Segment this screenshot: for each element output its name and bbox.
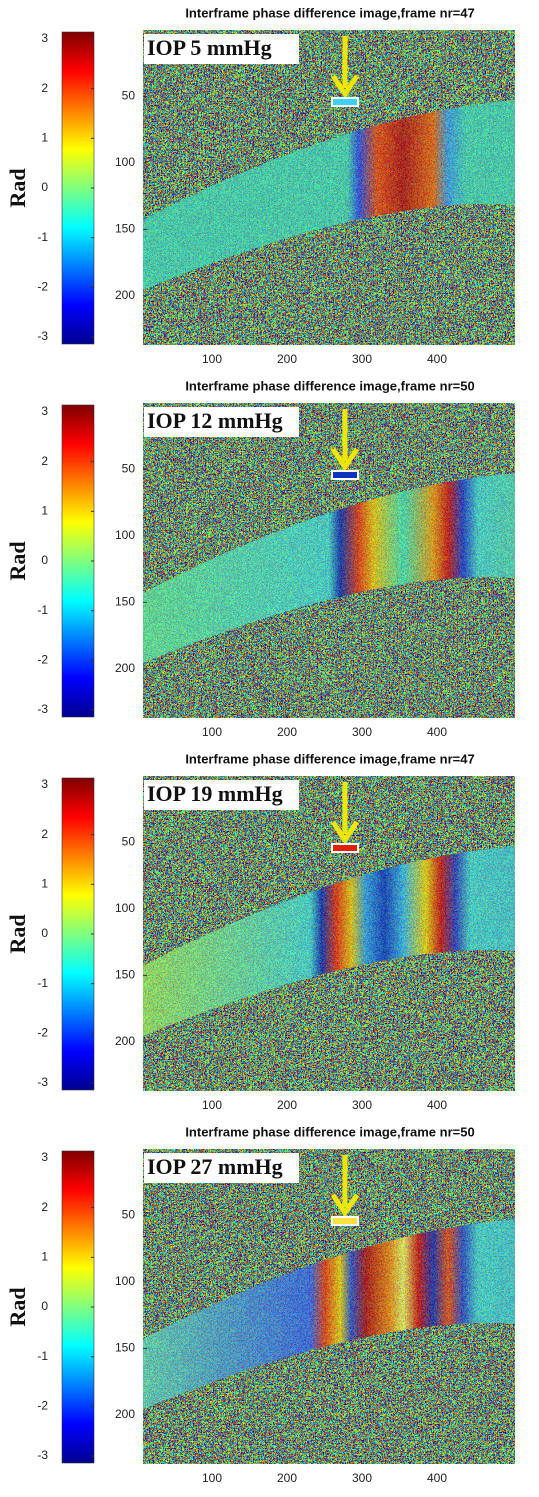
colorbar-tick-label: -2	[37, 1399, 48, 1413]
roi-box	[331, 470, 359, 480]
colorbar-tick-label: 0	[41, 180, 48, 194]
panel-title: Interframe phase difference image,frame …	[185, 1124, 474, 1139]
y-tick-label: 100	[115, 528, 135, 542]
colorbar-tick-label: -3	[37, 702, 48, 716]
colorbar-tick-label: 0	[41, 553, 48, 567]
x-tick-label: 300	[352, 1098, 372, 1112]
colorbar-tick-label: 2	[41, 827, 48, 841]
annotation: IOP 27 mmHg	[147, 1154, 283, 1179]
annotation-box	[144, 34, 299, 64]
arrow-head	[330, 447, 360, 472]
roi-box	[331, 1216, 359, 1226]
panel: 3 2 1 0 -1 -2 -3 Rad 100 200 300 400 50 100 150 200 Inte…	[5, 751, 515, 1112]
colorbar-tick-label: -3	[37, 1448, 48, 1462]
colorbar-label: Rad	[5, 168, 30, 207]
panel-title: Interframe phase difference image,frame …	[185, 378, 474, 393]
x-tick-label: 100	[202, 725, 222, 739]
panel-title: Interframe phase difference image,frame …	[185, 5, 474, 20]
arrow-head	[330, 820, 360, 845]
x-tick-label: 400	[427, 1471, 447, 1485]
colorbar	[61, 777, 95, 1091]
x-tick-label: 200	[277, 1098, 297, 1112]
annotation: IOP 12 mmHg	[147, 408, 283, 433]
y-tick-label: 200	[115, 1407, 135, 1421]
colorbar-tick-label: 0	[41, 926, 48, 940]
colorbar-tick-label: 1	[41, 130, 48, 144]
colorbar-tick-label: -1	[37, 603, 48, 617]
x-tick-label: 100	[202, 1471, 222, 1485]
x-tick-label: 400	[427, 725, 447, 739]
colorbar-label: Rad	[5, 541, 30, 580]
colorbar-tick-label: 2	[41, 1200, 48, 1214]
colorbar-tick-label: 2	[41, 81, 48, 95]
y-tick-label: 200	[115, 288, 135, 302]
colorbar-tick-label: 3	[41, 31, 48, 45]
panel-title: Interframe phase difference image,frame …	[185, 751, 474, 766]
x-tick-label: 300	[352, 1471, 372, 1485]
y-tick-label: 150	[115, 595, 135, 609]
colorbar-label: Rad	[5, 914, 30, 953]
y-tick-label: 50	[122, 1208, 136, 1222]
x-tick-label: 400	[427, 352, 447, 366]
colorbar	[61, 1150, 95, 1464]
y-tick-label: 200	[115, 1034, 135, 1048]
x-tick-label: 200	[277, 352, 297, 366]
colorbar-tick-label: -3	[37, 329, 48, 343]
annotation-box	[144, 407, 299, 437]
y-tick-label: 150	[115, 222, 135, 236]
panel: 3 2 1 0 -1 -2 -3 Rad 100 200 300 400 50 100 150 200 Inte…	[5, 1124, 515, 1485]
annotation: IOP 19 mmHg	[147, 781, 283, 806]
x-tick-label: 200	[277, 725, 297, 739]
y-tick-label: 50	[122, 89, 136, 103]
colorbar-tick-label: -1	[37, 230, 48, 244]
panel: 3 2 1 0 -1 -2 -3 Rad 100 200 300 400 50 100 150 200 Inte…	[5, 5, 515, 366]
y-tick-label: 50	[122, 462, 136, 476]
colorbar	[61, 31, 95, 345]
x-tick-label: 100	[202, 352, 222, 366]
y-tick-label: 100	[115, 155, 135, 169]
x-tick-label: 200	[277, 1471, 297, 1485]
colorbar-tick-label: -3	[37, 1075, 48, 1089]
colorbar-tick-label: -1	[37, 1349, 48, 1363]
x-tick-label: 100	[202, 1098, 222, 1112]
colorbar-tick-label: 3	[41, 1150, 48, 1164]
arrow-head	[330, 74, 360, 99]
colorbar-tick-label: 3	[41, 404, 48, 418]
annotation: IOP 5 mmHg	[147, 35, 272, 60]
panel: 3 2 1 0 -1 -2 -3 Rad 100 200 300 400 50 100 150 200 Inte…	[5, 378, 515, 739]
colorbar-tick-label: 1	[41, 1249, 48, 1263]
colorbar-tick-label: 0	[41, 1299, 48, 1313]
y-tick-label: 100	[115, 901, 135, 915]
colorbar	[61, 404, 95, 718]
colorbar-tick-label: 2	[41, 454, 48, 468]
colorbar-tick-label: 1	[41, 503, 48, 517]
y-tick-label: 100	[115, 1274, 135, 1288]
x-tick-label: 300	[352, 725, 372, 739]
roi-box	[331, 97, 359, 107]
colorbar-tick-label: -2	[37, 1026, 48, 1040]
y-tick-label: 50	[122, 835, 136, 849]
x-tick-label: 300	[352, 352, 372, 366]
arrow-head	[330, 1193, 360, 1218]
y-tick-label: 150	[115, 1341, 135, 1355]
annotation-box	[144, 780, 299, 810]
colorbar-tick-label: -2	[37, 653, 48, 667]
roi-box	[331, 843, 359, 853]
annotation-box	[144, 1153, 299, 1183]
colorbar-tick-label: -1	[37, 976, 48, 990]
colorbar-label: Rad	[5, 1287, 30, 1326]
y-tick-label: 200	[115, 661, 135, 675]
colorbar-tick-label: 1	[41, 876, 48, 890]
colorbar-tick-label: 3	[41, 777, 48, 791]
colorbar-tick-label: -2	[37, 280, 48, 294]
x-tick-label: 400	[427, 1098, 447, 1112]
y-tick-label: 150	[115, 968, 135, 982]
